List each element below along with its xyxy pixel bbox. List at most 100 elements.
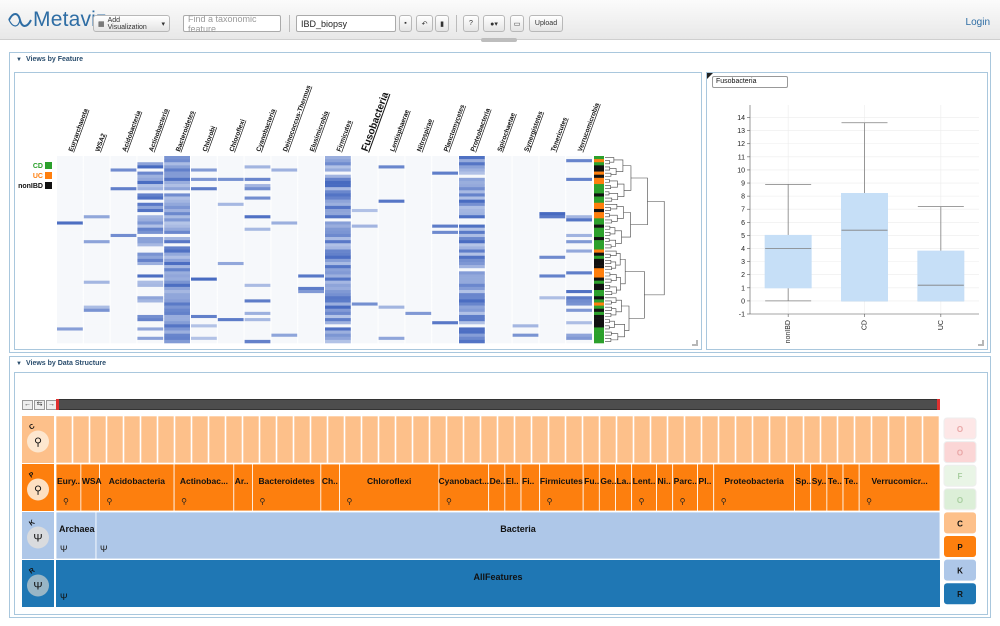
heatmap-cell[interactable] bbox=[191, 243, 217, 247]
heatmap-cell[interactable] bbox=[217, 230, 244, 235]
heatmap-cell[interactable] bbox=[512, 299, 539, 303]
box-CD[interactable] bbox=[841, 122, 888, 302]
heatmap-cell[interactable] bbox=[244, 218, 271, 222]
heatmap-cell[interactable] bbox=[137, 243, 164, 247]
heatmap-cell[interactable] bbox=[298, 159, 324, 163]
heatmap-cell[interactable] bbox=[512, 246, 539, 250]
heatmap-cell[interactable] bbox=[271, 311, 298, 316]
heatmap-cell[interactable] bbox=[298, 215, 324, 219]
heatmap-cell[interactable] bbox=[405, 233, 432, 238]
heatmap-cell[interactable] bbox=[378, 252, 405, 257]
heatmap-cell[interactable] bbox=[191, 171, 217, 175]
heatmap-cell[interactable] bbox=[378, 230, 405, 235]
heatmap-cell[interactable] bbox=[405, 290, 432, 294]
heatmap-cell[interactable] bbox=[83, 180, 110, 185]
heatmap-cell[interactable] bbox=[512, 255, 539, 260]
heatmap-cell[interactable] bbox=[539, 268, 566, 272]
heatmap-cell[interactable] bbox=[351, 208, 378, 213]
heatmap-cell[interactable] bbox=[405, 199, 432, 204]
heatmap-cell[interactable] bbox=[83, 190, 110, 194]
heatmap-cell[interactable] bbox=[405, 180, 432, 185]
heatmap-cell[interactable] bbox=[57, 233, 83, 238]
heatmap-cell[interactable] bbox=[378, 240, 405, 244]
heatmap-cell[interactable] bbox=[57, 174, 83, 179]
heatmap-cell[interactable] bbox=[137, 327, 164, 331]
heatmap-cell[interactable] bbox=[459, 318, 485, 322]
heatmap-cell[interactable] bbox=[271, 252, 298, 257]
heatmap-cell[interactable] bbox=[164, 255, 190, 260]
heatmap-cell[interactable] bbox=[351, 246, 378, 250]
heatmap-cell[interactable] bbox=[539, 205, 566, 210]
heatmap-cell[interactable] bbox=[539, 246, 566, 250]
heatmap-cell[interactable] bbox=[378, 321, 405, 325]
heatmap-cell[interactable] bbox=[459, 330, 485, 334]
heatmap-cell[interactable] bbox=[405, 308, 432, 313]
heatmap-cell[interactable] bbox=[137, 171, 164, 175]
heatmap-cell[interactable] bbox=[271, 177, 298, 182]
heatmap-cell[interactable] bbox=[459, 187, 485, 191]
heatmap-cell[interactable] bbox=[164, 271, 190, 275]
class-node[interactable] bbox=[242, 415, 260, 464]
class-node[interactable] bbox=[174, 415, 192, 464]
heatmap-column-label[interactable]: Spirochaetae bbox=[497, 112, 518, 153]
heatmap-cell[interactable] bbox=[378, 274, 405, 278]
heatmap-cell[interactable] bbox=[244, 268, 271, 272]
sample-annotation-cell[interactable] bbox=[594, 252, 604, 257]
heatmap-cell[interactable] bbox=[432, 302, 458, 306]
heatmap-cell[interactable] bbox=[191, 333, 217, 338]
heatmap-cell[interactable] bbox=[83, 283, 110, 288]
heatmap-cell[interactable] bbox=[217, 305, 244, 310]
sample-annotation-cell[interactable] bbox=[594, 224, 604, 228]
heatmap-cell[interactable] bbox=[325, 199, 351, 204]
class-node[interactable] bbox=[786, 415, 804, 464]
heatmap-cell[interactable] bbox=[217, 221, 244, 225]
heatmap-cell[interactable] bbox=[244, 286, 271, 291]
heatmap-cell[interactable] bbox=[485, 237, 512, 241]
heatmap-cell[interactable] bbox=[298, 274, 324, 278]
heatmap-cell[interactable] bbox=[110, 330, 137, 334]
heatmap-cell[interactable] bbox=[217, 261, 244, 266]
heatmap-cell[interactable] bbox=[298, 339, 324, 344]
class-node[interactable] bbox=[225, 415, 243, 464]
heatmap-cell[interactable] bbox=[351, 261, 378, 266]
heatmap-cell[interactable] bbox=[217, 318, 244, 322]
heatmap-cell[interactable] bbox=[325, 187, 351, 191]
heatmap-cell[interactable] bbox=[83, 187, 110, 191]
phylum-node[interactable] bbox=[438, 463, 490, 512]
heatmap-cell[interactable] bbox=[351, 202, 378, 207]
heatmap-cell[interactable] bbox=[325, 277, 351, 281]
heatmap-cell[interactable] bbox=[566, 280, 592, 285]
heatmap-cell[interactable] bbox=[566, 221, 592, 225]
resize-handle-icon[interactable] bbox=[692, 340, 698, 346]
class-node[interactable] bbox=[684, 415, 702, 464]
heatmap-cell[interactable] bbox=[566, 233, 592, 238]
heatmap-cell[interactable] bbox=[110, 237, 137, 241]
heatmap-cell[interactable] bbox=[271, 261, 298, 266]
expand-node-icon[interactable]: ⚲ bbox=[259, 497, 265, 506]
heatmap-cell[interactable] bbox=[378, 227, 405, 232]
heatmap-cell[interactable] bbox=[110, 233, 137, 238]
heatmap-cell[interactable] bbox=[57, 190, 83, 194]
heatmap-cell[interactable] bbox=[351, 233, 378, 238]
heatmap-cell[interactable] bbox=[351, 283, 378, 288]
phylum-node[interactable] bbox=[233, 463, 253, 512]
heatmap-cell[interactable] bbox=[566, 212, 592, 216]
heatmap-cell[interactable] bbox=[137, 277, 164, 281]
class-node[interactable] bbox=[514, 415, 532, 464]
heatmap-cell[interactable] bbox=[164, 277, 190, 281]
class-node[interactable] bbox=[769, 415, 787, 464]
heatmap-cell[interactable] bbox=[378, 330, 405, 334]
heatmap-cell[interactable] bbox=[378, 271, 405, 275]
sample-annotation-cell[interactable] bbox=[594, 324, 604, 328]
heatmap-cell[interactable] bbox=[137, 165, 164, 169]
class-node[interactable] bbox=[650, 415, 668, 464]
heatmap-cell[interactable] bbox=[432, 286, 458, 291]
sample-annotation-cell[interactable] bbox=[594, 227, 604, 232]
heatmap-cell[interactable] bbox=[271, 268, 298, 272]
heatmap-cell[interactable] bbox=[298, 336, 324, 341]
heatmap-cell[interactable] bbox=[191, 162, 217, 166]
heatmap-cell[interactable] bbox=[512, 305, 539, 310]
heatmap-cell[interactable] bbox=[164, 290, 190, 294]
heatmap-cell[interactable] bbox=[566, 277, 592, 281]
heatmap-cell[interactable] bbox=[271, 271, 298, 275]
